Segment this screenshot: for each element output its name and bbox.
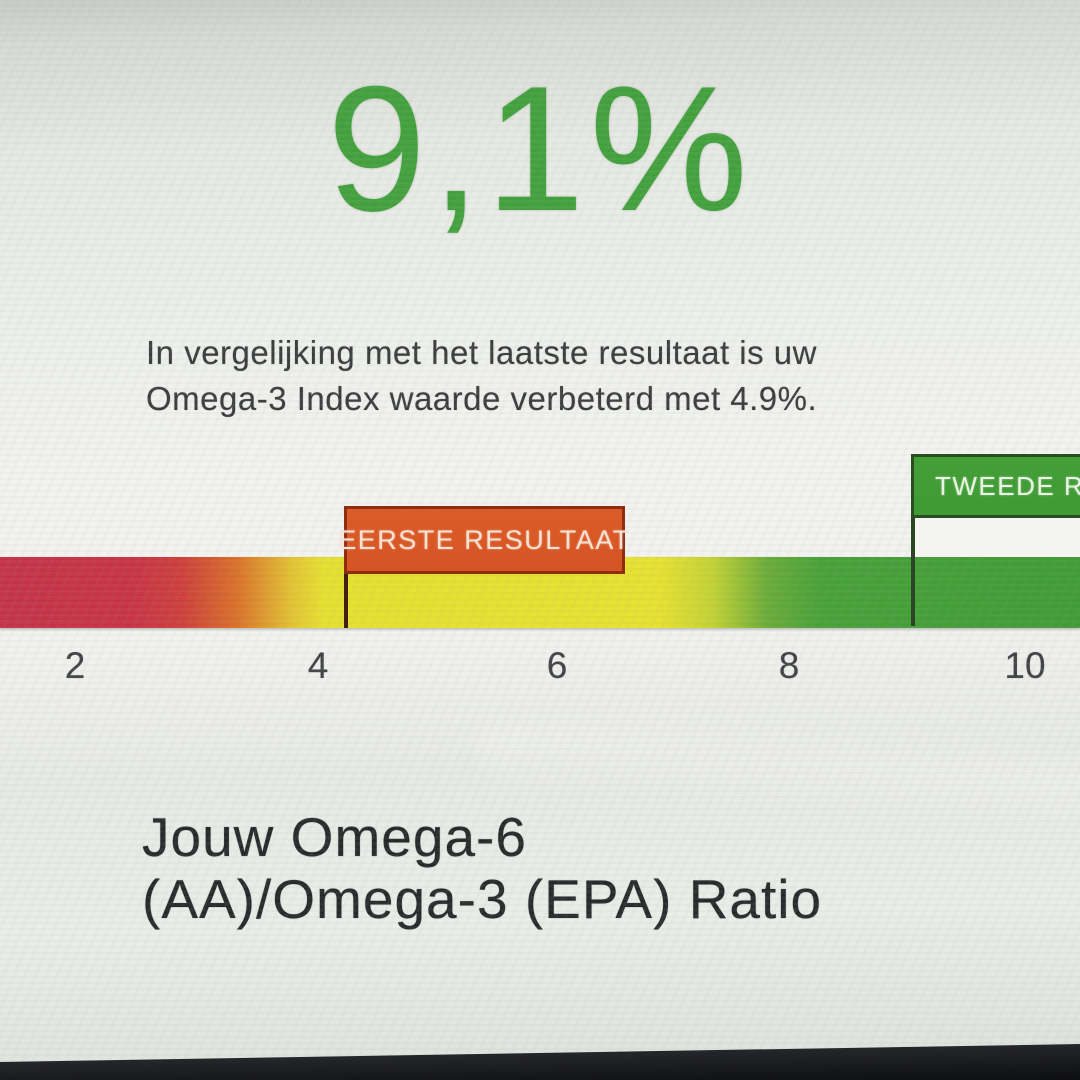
ratio-scale-chart: EERSTE RESULTAAT TWEEDE RESULTAAT 2 4 6 … xyxy=(0,440,1080,700)
tick-label-4: 4 xyxy=(307,645,329,686)
tick-label-10: 10 xyxy=(1004,645,1046,686)
first-result-flag: EERSTE RESULTAAT xyxy=(338,506,629,574)
second-result-marker-line xyxy=(911,518,915,626)
tick-label-6: 6 xyxy=(546,645,568,686)
device-bezel-bar xyxy=(0,1043,1080,1080)
page-title-line-1: Jouw Omega-6 xyxy=(142,806,527,868)
first-result-marker-line xyxy=(344,570,348,628)
description-line-1: In vergelijking met het laatste resultaa… xyxy=(146,334,817,371)
omega3-index-value: 9,1% xyxy=(327,49,753,248)
first-result-label: EERSTE RESULTAAT xyxy=(338,524,631,555)
page-title-line-2: (AA)/Omega-3 (EPA) Ratio xyxy=(142,868,823,930)
description-line-2: Omega-3 Index waarde verbeterd met 4.9%. xyxy=(146,380,818,417)
second-result-flag-gap xyxy=(911,518,1080,557)
result-description: In vergelijking met het laatste resultaa… xyxy=(146,330,817,422)
second-result-label: TWEEDE RESULTAAT xyxy=(935,470,1080,501)
scale-tick-row: 2 4 6 8 10 xyxy=(0,645,1080,695)
tick-label-8: 8 xyxy=(778,645,800,686)
page-title: Jouw Omega-6 (AA)/Omega-3 (EPA) Ratio xyxy=(142,806,822,930)
second-result-flag: TWEEDE RESULTAAT xyxy=(911,454,1080,518)
tick-label-2: 2 xyxy=(64,645,86,686)
